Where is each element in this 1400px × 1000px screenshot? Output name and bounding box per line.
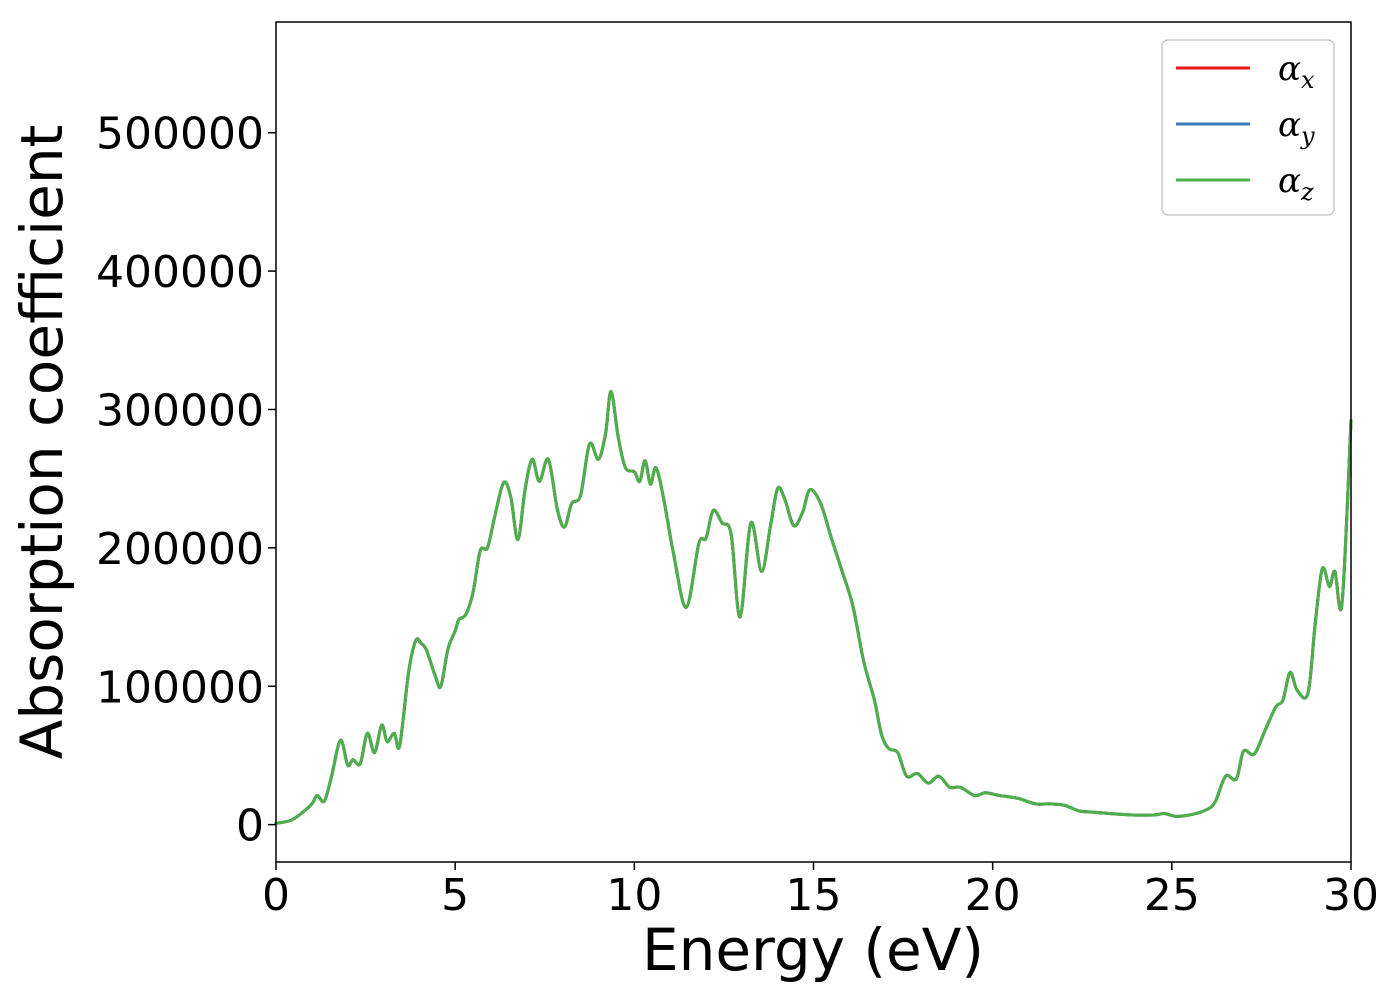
y-tick-label: 200000 (96, 524, 264, 575)
series-line-z (274, 389, 1353, 825)
y-axis: 0 100000 200000 300000 400000 500000 (96, 109, 276, 852)
y-axis-title: Absorption coefficient (8, 125, 76, 760)
legend-frame (1161, 39, 1335, 216)
y-tick-label: 300000 (96, 385, 264, 436)
x-tick-label: 5 (441, 870, 469, 921)
y-tick-label: 100000 (96, 662, 264, 713)
y-tick-label: 500000 (96, 109, 264, 160)
y-tick-label: 0 (236, 801, 264, 852)
x-tick-label: 20 (965, 870, 1021, 921)
x-tick-label: 10 (606, 870, 662, 921)
x-tick-label: 30 (1323, 870, 1379, 921)
x-tick-label: 25 (1144, 870, 1200, 921)
x-tick-label: 0 (262, 870, 290, 921)
series-group (274, 389, 1353, 825)
y-tick-label: 400000 (96, 247, 264, 298)
x-tick-label: 15 (786, 870, 842, 921)
x-axis: 0 5 10 15 20 25 30 (262, 862, 1379, 921)
x-axis-title: Energy (eV) (642, 916, 984, 984)
